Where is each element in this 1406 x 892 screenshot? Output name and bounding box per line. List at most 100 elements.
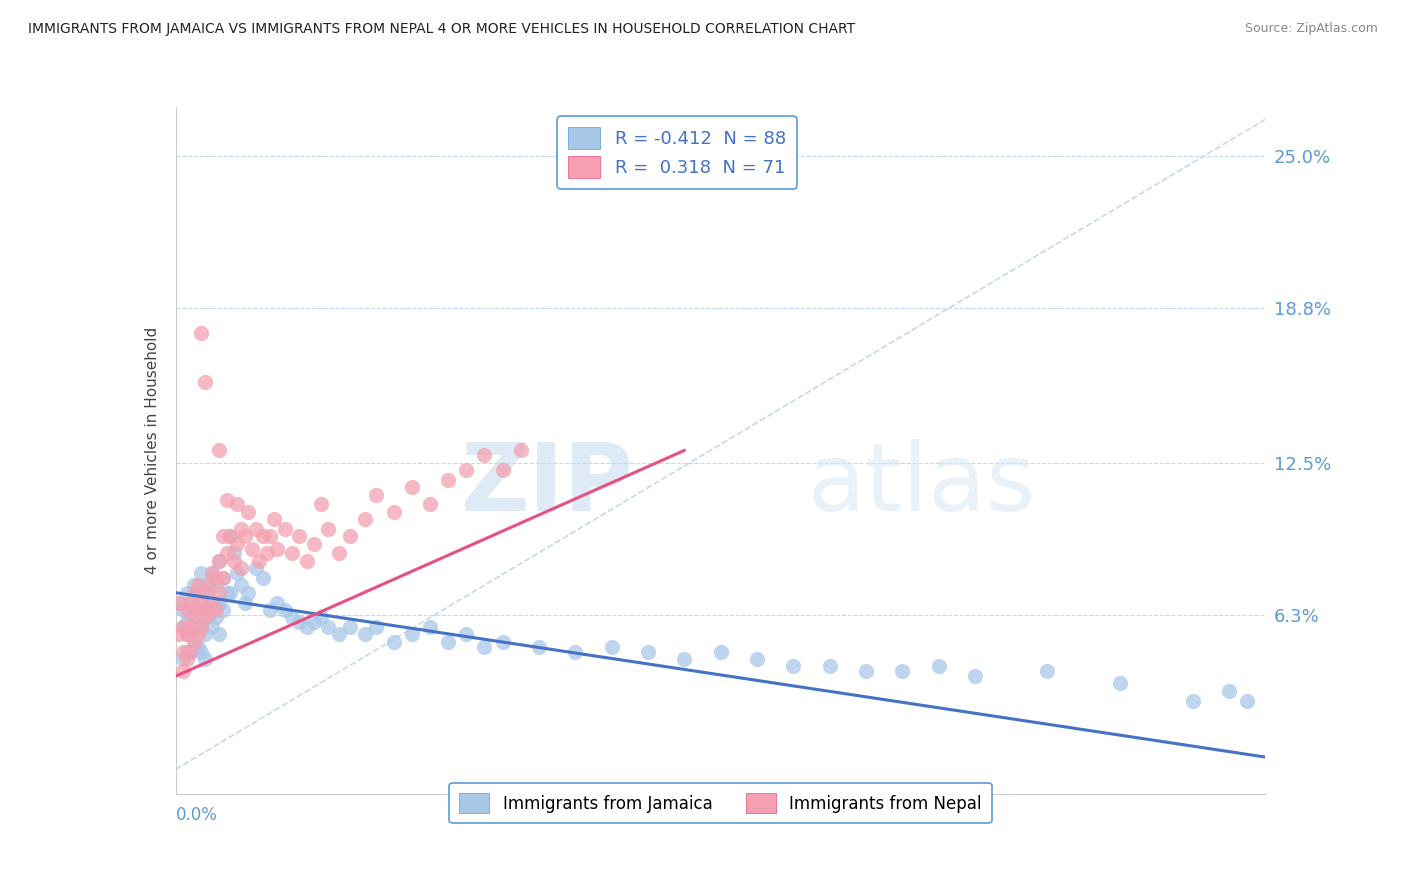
Point [208, 586, 231, 600]
Point [1236, 694, 1258, 708]
Point [179, 596, 201, 610]
Point [179, 644, 201, 658]
Point [855, 664, 877, 679]
Point [186, 627, 209, 641]
Point [353, 512, 375, 526]
Point [328, 546, 350, 561]
Point [963, 669, 986, 683]
Point [219, 529, 242, 543]
Point [186, 640, 209, 654]
Point [201, 566, 224, 581]
Point [891, 664, 914, 679]
Point [179, 610, 201, 624]
Point [172, 620, 194, 634]
Point [186, 620, 209, 634]
Point [231, 561, 253, 575]
Point [190, 644, 212, 658]
Point [295, 554, 318, 568]
Point [240, 541, 263, 556]
Point [208, 554, 231, 568]
Point [208, 596, 231, 610]
Point [190, 620, 212, 634]
Point [328, 627, 350, 641]
Point [474, 449, 496, 463]
Point [437, 473, 460, 487]
Point [437, 635, 460, 649]
Point [318, 620, 340, 634]
Point [215, 546, 238, 561]
Point [710, 644, 733, 658]
Point [183, 586, 205, 600]
Point [176, 627, 198, 641]
Point [222, 554, 245, 568]
Point [186, 603, 209, 617]
Point [212, 571, 235, 585]
Point [259, 529, 281, 543]
Point [197, 586, 219, 600]
Point [637, 644, 659, 658]
Text: IMMIGRANTS FROM JAMAICA VS IMMIGRANTS FROM NEPAL 4 OR MORE VEHICLES IN HOUSEHOLD: IMMIGRANTS FROM JAMAICA VS IMMIGRANTS FR… [28, 22, 855, 37]
Point [186, 578, 209, 592]
Point [183, 610, 205, 624]
Point [274, 522, 297, 536]
Point [176, 652, 198, 666]
Point [179, 596, 201, 610]
Point [194, 652, 217, 666]
Point [928, 659, 950, 673]
Point [204, 603, 226, 617]
Y-axis label: 4 or more Vehicles in Household: 4 or more Vehicles in Household [145, 326, 160, 574]
Point [197, 610, 219, 624]
Point [208, 627, 231, 641]
Point [197, 603, 219, 617]
Point [1109, 676, 1132, 690]
Text: ZIP: ZIP [461, 439, 633, 531]
Point [818, 659, 841, 673]
Point [212, 529, 235, 543]
Point [194, 586, 217, 600]
Point [456, 627, 478, 641]
Point [208, 554, 231, 568]
Point [201, 620, 224, 634]
Point [172, 620, 194, 634]
Point [179, 620, 201, 634]
Point [183, 635, 205, 649]
Point [259, 603, 281, 617]
Point [274, 603, 297, 617]
Point [183, 578, 205, 592]
Point [509, 443, 531, 458]
Point [318, 522, 340, 536]
Point [169, 627, 191, 641]
Point [176, 603, 198, 617]
Point [183, 603, 205, 617]
Point [215, 492, 238, 507]
Point [190, 326, 212, 340]
Point [183, 640, 205, 654]
Point [204, 578, 226, 592]
Point [339, 529, 361, 543]
Point [339, 620, 361, 634]
Point [201, 566, 224, 581]
Point [194, 578, 217, 592]
Point [201, 596, 224, 610]
Point [456, 463, 478, 477]
Point [226, 566, 249, 581]
Point [266, 541, 288, 556]
Point [219, 529, 242, 543]
Point [169, 596, 191, 610]
Point [401, 480, 423, 494]
Point [281, 546, 304, 561]
Point [215, 586, 238, 600]
Point [782, 659, 804, 673]
Point [204, 610, 226, 624]
Point [288, 615, 311, 630]
Point [231, 578, 253, 592]
Point [176, 586, 198, 600]
Point [263, 512, 285, 526]
Point [564, 644, 586, 658]
Point [256, 546, 278, 561]
Point [247, 554, 270, 568]
Point [190, 620, 212, 634]
Point [238, 505, 260, 519]
Point [183, 620, 205, 634]
Point [190, 596, 212, 610]
